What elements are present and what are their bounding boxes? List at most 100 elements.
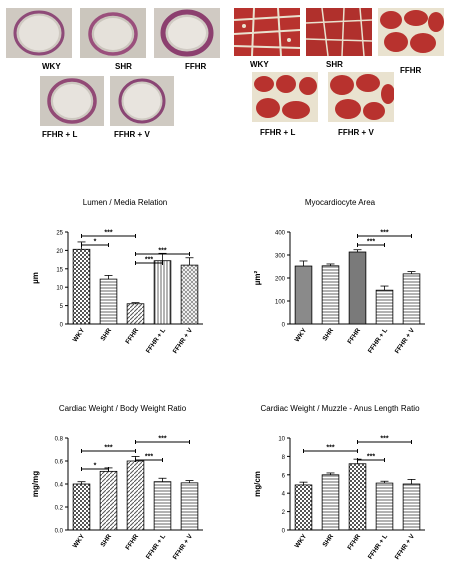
myocyte-label-shr: SHR [326, 60, 343, 69]
significance-label: *** [380, 436, 388, 443]
y-tick-label: 0 [282, 529, 286, 535]
significance-label: *** [104, 230, 112, 237]
vessel-label-ffhr-v: FFHR + V [114, 130, 150, 139]
bar [180, 482, 199, 531]
myocyte-tissue-icon [252, 72, 318, 122]
y-tick-label: 4 [282, 492, 286, 498]
vessel-label-wky: WKY [42, 62, 61, 71]
bar [126, 303, 145, 325]
y-axis-label: µm [31, 272, 40, 284]
y-axis-label: mg/mg [31, 471, 40, 497]
bar [180, 264, 199, 325]
y-axis-label: mg/cm [253, 471, 262, 497]
vessel-image-wky [6, 8, 72, 58]
bar [153, 481, 172, 531]
x-tick-label: SHR [100, 327, 114, 343]
x-tick-label: FFHR + L [367, 533, 389, 561]
myocyte-micrographs: WKY SHR FFHR FFHR + L FFHR + V [230, 0, 452, 160]
myocyte-image-ffhr [378, 8, 444, 56]
bar [294, 484, 313, 531]
x-tick-label: FFHR + V [394, 327, 417, 355]
myocyte-label-ffhr-v: FFHR + V [338, 128, 374, 137]
bar [402, 273, 421, 325]
myocyte-image-shr [306, 8, 372, 56]
x-tick-label: WKY [294, 327, 309, 344]
chart-title-cardiac-body: Cardiac Weight / Body Weight Ratio [58, 404, 187, 413]
chart-title-lumen-media: Lumen / Media Relation [82, 198, 168, 207]
y-tick-label: 0.6 [55, 460, 64, 466]
y-tick-label: 0.8 [55, 437, 64, 443]
vessel-label-ffhr: FFHR [185, 62, 207, 71]
bar [375, 482, 394, 531]
vessel-ring-icon [154, 8, 220, 58]
bar [72, 483, 91, 531]
x-tick-label: SHR [100, 533, 114, 549]
y-axis-label: µm² [253, 270, 262, 285]
x-tick-label: WKY [72, 533, 87, 550]
x-tick-label: FFHR [346, 327, 362, 345]
x-tick-label: FFHR [124, 327, 140, 345]
significance-label: *** [158, 436, 166, 443]
bar [126, 460, 145, 531]
chart-title-cardiac-muzzle: Cardiac Weight / Muzzle - Anus Length Ra… [260, 404, 420, 413]
bar [153, 260, 172, 325]
y-tick-label: 20 [56, 249, 63, 255]
vessel-ring-icon [6, 8, 72, 58]
y-tick-label: 10 [278, 437, 285, 443]
y-tick-label: 200 [275, 277, 286, 283]
y-tick-label: 0.4 [55, 483, 64, 489]
y-tick-label: 400 [275, 231, 286, 237]
bar [99, 470, 118, 531]
bar [348, 251, 367, 325]
x-tick-label: FFHR + V [172, 327, 195, 355]
x-tick-label: SHR [322, 327, 336, 343]
bar [321, 474, 340, 531]
vessel-label-ffhr-l: FFHR + L [42, 130, 78, 139]
x-tick-label: WKY [72, 327, 87, 344]
x-tick-label: FFHR + V [394, 533, 417, 561]
y-tick-label: 2 [282, 510, 286, 516]
significance-label: *** [145, 454, 153, 461]
y-tick-label: 0.2 [55, 506, 64, 512]
y-tick-label: 300 [275, 254, 286, 260]
y-tick-label: 5 [60, 304, 64, 310]
significance-label: *** [380, 230, 388, 237]
myocyte-label-ffhr-l: FFHR + L [260, 128, 296, 137]
bar [402, 483, 421, 531]
vessel-ring-icon [40, 76, 104, 126]
myocyte-tissue-icon [378, 8, 444, 56]
myocyte-label-wky: WKY [250, 60, 269, 69]
chart-title-myocyte-area: Myocardiocyte Area [304, 198, 376, 207]
x-tick-label: WKY [294, 533, 309, 550]
significance-label: *** [145, 257, 153, 264]
chart-cardiac-body: 0.0 0.2 0.4 0.6 0.8 mg/mg WKY SHR FFHR FFHR + L FF… [31, 436, 203, 561]
bar [72, 248, 91, 325]
significance-label: * [94, 463, 97, 470]
y-tick-label: 15 [56, 267, 63, 273]
bar [321, 265, 340, 325]
y-tick-label: 10 [56, 286, 63, 292]
bar [348, 463, 367, 531]
x-tick-label: FFHR [124, 533, 140, 551]
myocyte-image-wky [234, 8, 300, 56]
myocyte-label-ffhr: FFHR [400, 66, 422, 75]
myocyte-image-ffhr-v [328, 72, 394, 122]
x-tick-label: SHR [322, 533, 336, 549]
significance-label: *** [158, 248, 166, 255]
vessel-ring-icon [80, 8, 146, 58]
significance-label: *** [326, 445, 334, 452]
significance-label: * [94, 239, 97, 246]
y-tick-label: 0.0 [55, 529, 64, 535]
vessel-image-ffhr [154, 8, 220, 58]
x-tick-label: FFHR + L [145, 327, 167, 355]
vessel-image-shr [80, 8, 146, 58]
myocyte-tissue-icon [234, 8, 300, 56]
x-tick-label: FFHR + L [367, 327, 389, 355]
significance-label: *** [104, 445, 112, 452]
y-tick-label: 100 [275, 300, 286, 306]
bar [375, 289, 394, 325]
myocyte-tissue-icon [306, 8, 372, 56]
significance-label: *** [367, 454, 375, 461]
y-tick-label: 0 [282, 323, 286, 329]
